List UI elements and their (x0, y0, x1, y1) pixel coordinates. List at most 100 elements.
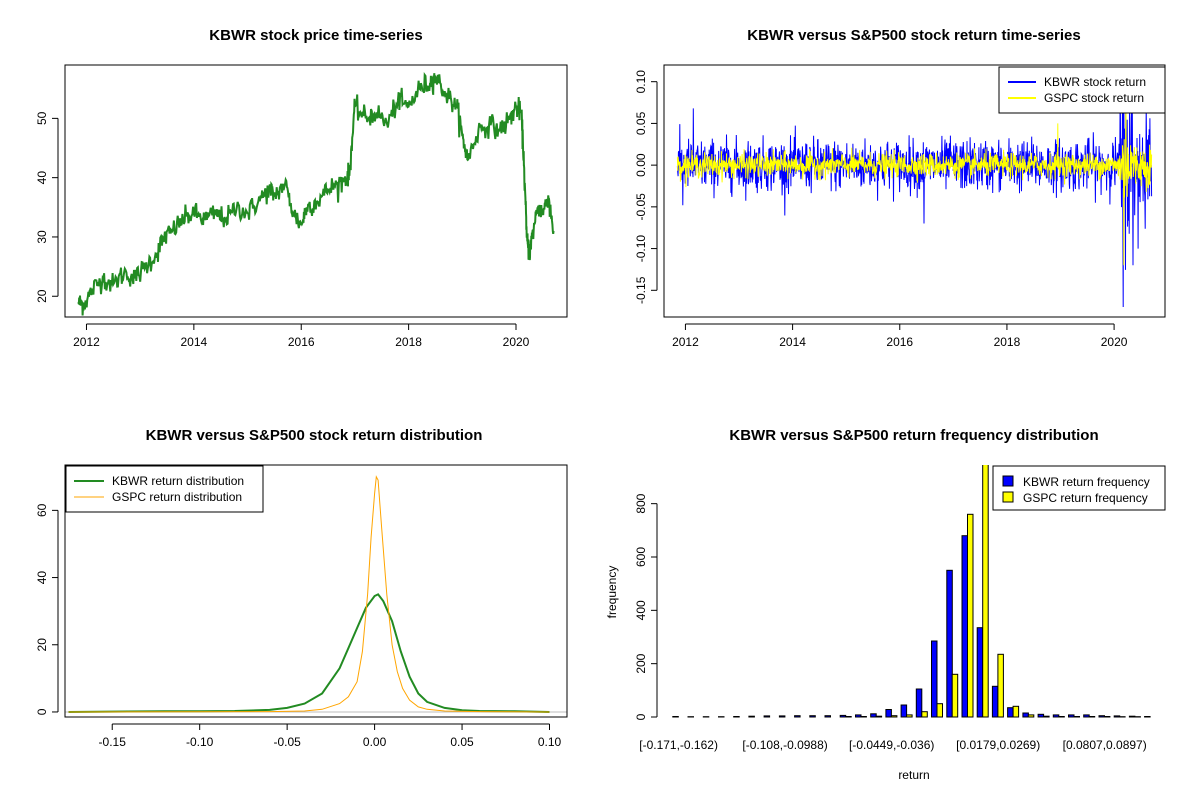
frequency-y-tick-label: 800 (634, 493, 648, 513)
returns-y-tick-label: -0.10 (634, 235, 648, 263)
legend-label-kbwr-return: KBWR stock return (1044, 75, 1146, 89)
frequency-x-tick-label: [0.0807,0.0897) (1063, 738, 1147, 752)
frequency-x-axis-label: return (898, 768, 929, 782)
gspc-frequency-bar (982, 465, 989, 718)
kbwr-frequency-bar (1113, 715, 1121, 718)
kbwr-density-line (68, 593, 550, 713)
returns-y-tick-label: 0.10 (634, 70, 648, 94)
returns-y-tick-label: -0.15 (634, 276, 648, 304)
frequency-x-tick-label: [-0.0449,-0.036) (849, 738, 934, 752)
kbwr-frequency-bar (946, 569, 953, 718)
price-y-tick-label: 50 (35, 111, 49, 125)
density-x-tick-label: 0.05 (450, 735, 474, 749)
returns-y-tick-label: -0.05 (634, 193, 648, 221)
kbwr-frequency-bar (885, 709, 892, 718)
kbwr-frequency-bar (748, 715, 755, 718)
gspc-frequency-bar (1103, 716, 1111, 718)
price-chart-title: KBWR stock price time-series (209, 27, 422, 44)
kbwr-frequency-bar (900, 704, 908, 718)
density-legend: KBWR return distribution GSPC return dis… (65, 465, 264, 513)
gspc-frequency-bar (906, 714, 913, 718)
kbwr-frequency-bar (794, 715, 801, 718)
density-x-tick-label: 0.10 (538, 735, 562, 749)
returns-x-tick-label: 2012 (672, 335, 699, 349)
gspc-frequency-bar (1043, 715, 1050, 718)
gspc-frequency-bar (1058, 716, 1065, 718)
kbwr-frequency-bar (1052, 714, 1060, 718)
kbwr-frequency-bar (1037, 713, 1045, 718)
frequency-x-tick-label: [0.0179,0.0269) (956, 738, 1040, 752)
kbwr-frequency-bar (1098, 715, 1105, 718)
price-series (77, 71, 555, 316)
gspc-frequency-bar (845, 716, 852, 718)
density-y-tick-label: 20 (35, 638, 49, 652)
frequency-y-tick-label: 600 (634, 547, 648, 567)
kbwr-frequency-bar (1068, 714, 1075, 718)
density-x-tick-label: -0.05 (273, 735, 301, 749)
returns-x-tick-label: 2016 (886, 335, 913, 349)
kbwr-frequency-bar (824, 715, 831, 718)
density-y-tick-label: 60 (35, 503, 49, 517)
gspc-frequency-bar (1027, 714, 1035, 718)
frequency-legend-box (992, 465, 1166, 511)
price-x-tick-label: 2018 (395, 335, 422, 349)
price-x-tick-label: 2020 (503, 335, 530, 349)
frequency-legend: KBWR return frequency GSPC return freque… (992, 465, 1166, 511)
kbwr-frequency-bar (1007, 707, 1014, 718)
price-panel: KBWR stock price time-series 2012 2014 201… (35, 27, 568, 349)
kbwr-frequency-bar (1022, 712, 1029, 718)
legend-label-kbwr-frequency: KBWR return frequency (1023, 475, 1150, 489)
density-y-tick-label: 0 (35, 708, 49, 715)
gspc-frequency-bar (875, 715, 883, 718)
density-series (65, 475, 567, 713)
price-plot-frame (64, 64, 568, 318)
frequency-panel: KBWR versus S&P500 return frequency dist… (605, 427, 1166, 782)
frequency-x-tick-label: [-0.108,-0.0988) (742, 738, 827, 752)
kbwr-frequency-bar (931, 640, 938, 718)
returns-x-tick-label: 2014 (779, 335, 806, 349)
kbwr-frequency-bar (778, 715, 786, 718)
frequency-chart-title: KBWR versus S&P500 return frequency dist… (729, 427, 1098, 444)
kbwr-frequency-bar (961, 535, 968, 718)
gspc-frequency-bar (997, 653, 1004, 718)
kbwr-frequency-bar (915, 688, 923, 718)
kbwr-frequency-bar (870, 713, 877, 718)
legend-label-gspc-distribution: GSPC return distribution (112, 490, 242, 504)
kbwr-frequency-bar (809, 715, 816, 718)
returns-legend-box (998, 66, 1166, 114)
gspc-frequency-bar (951, 673, 959, 718)
frequency-y-tick-label: 200 (634, 653, 648, 673)
returns-panel: KBWR versus S&P500 stock return time-ser… (634, 27, 1166, 349)
kbwr-frequency-bar (672, 716, 679, 718)
legend-swatch-gspc-frequency (1002, 491, 1014, 503)
price-y-tick-label: 20 (35, 289, 49, 303)
density-plot-frame (64, 464, 568, 718)
density-x-tick-label: -0.10 (186, 735, 214, 749)
density-x-tick-label: 0.00 (363, 735, 387, 749)
returns-x-tick-label: 2018 (994, 335, 1021, 349)
price-y-tick-label: 40 (35, 171, 49, 185)
price-line (77, 71, 555, 316)
kbwr-frequency-bar (839, 714, 847, 718)
price-x-tick-label: 2014 (181, 335, 208, 349)
gspc-density-line (68, 475, 550, 713)
kbwr-frequency-bar (1083, 714, 1090, 718)
price-x-tick-label: 2012 (73, 335, 100, 349)
density-panel: KBWR versus S&P500 stock return distribu… (35, 427, 568, 749)
legend-label-kbwr-distribution: KBWR return distribution (112, 474, 244, 488)
gspc-frequency-bar (921, 711, 928, 718)
gspc-frequency-bar (967, 513, 974, 718)
price-x-tick-label: 2016 (288, 335, 315, 349)
kbwr-frequency-bar (733, 716, 740, 718)
gspc-frequency-bar (860, 716, 867, 718)
returns-y-tick-label: 0.05 (634, 111, 648, 135)
kbwr-frequency-bar (976, 627, 984, 718)
gspc-return-line (676, 89, 1153, 266)
density-chart-title: KBWR versus S&P500 stock return distribu… (146, 427, 483, 444)
kbwr-frequency-bar (1144, 716, 1151, 718)
kbwr-frequency-bar (1128, 715, 1136, 718)
kbwr-frequency-bar (763, 715, 771, 718)
frequency-y-axis-label: frequency (605, 566, 619, 619)
